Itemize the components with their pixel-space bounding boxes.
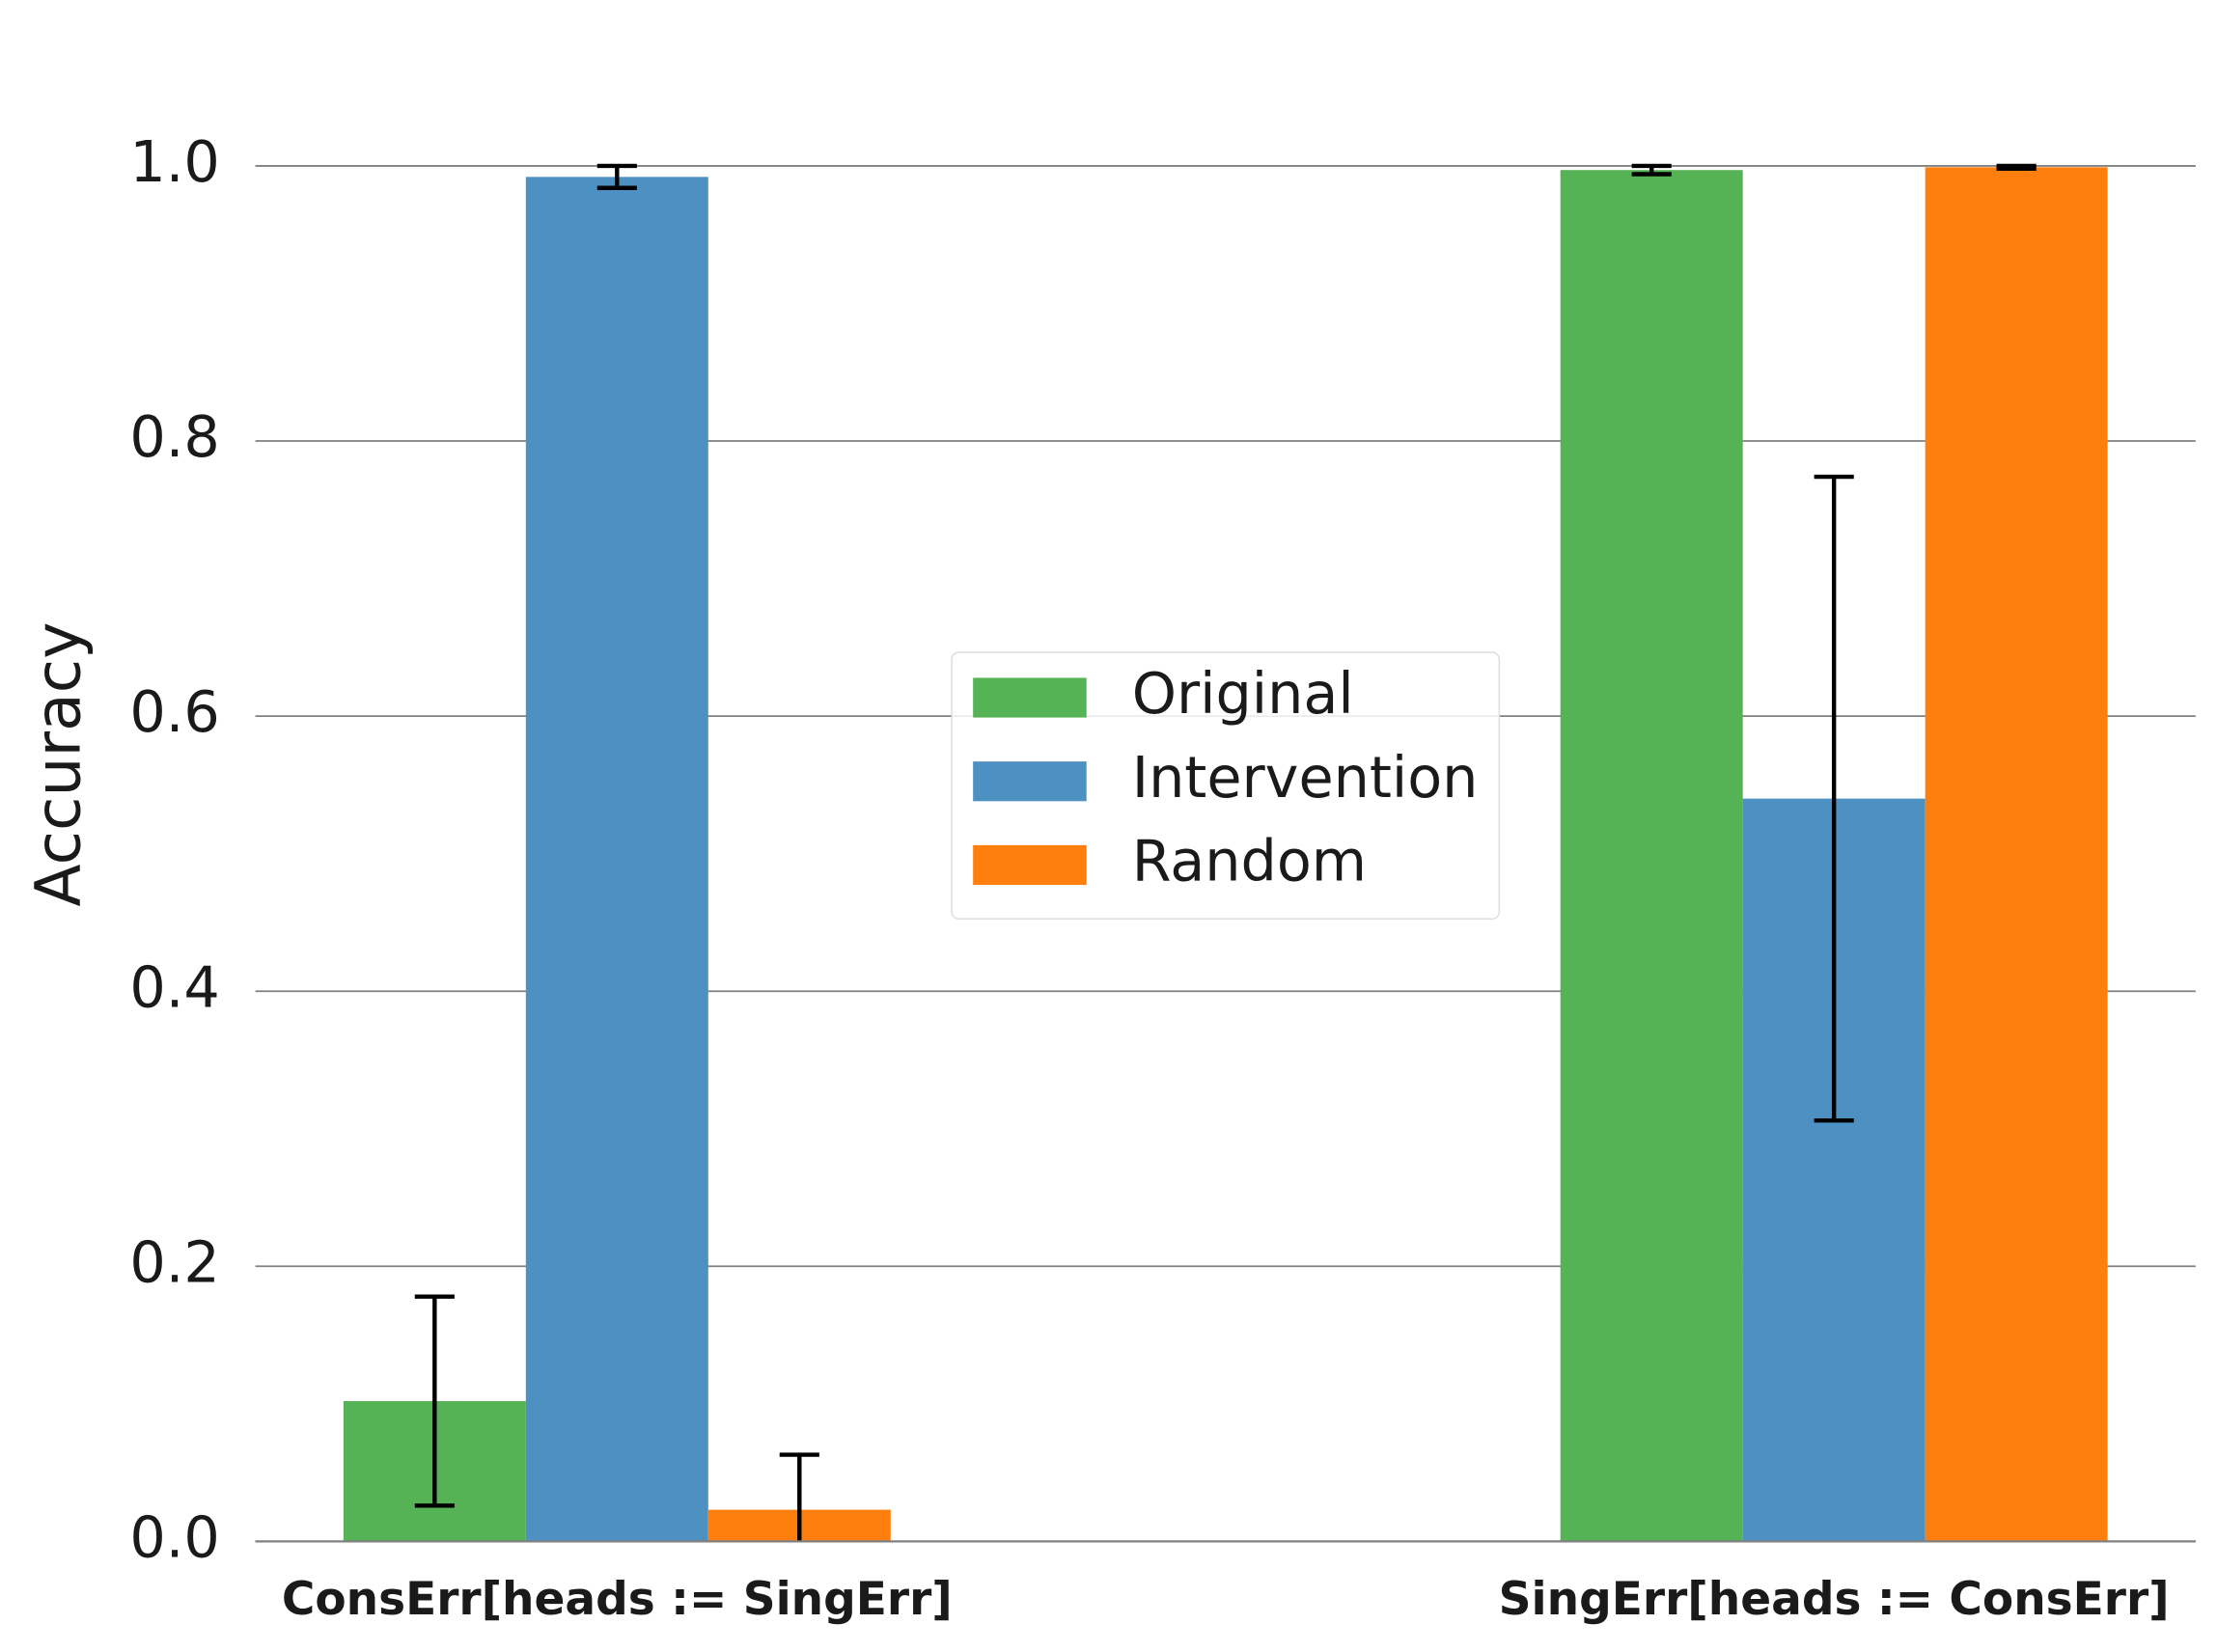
error-bar	[414, 1294, 455, 1508]
x-tick-label: ConsErr[heads := SingErr]	[282, 1573, 953, 1626]
error-bar	[1814, 474, 1854, 1123]
y-tick-label: 0.2	[129, 1228, 219, 1295]
y-tick-label: 0.4	[129, 953, 219, 1020]
bar	[525, 177, 708, 1542]
legend-swatch	[973, 761, 1087, 802]
x-tick-label: SingErr[heads := ConsErr]	[1499, 1573, 2170, 1626]
y-axis-label: Accuracy	[22, 622, 95, 907]
y-tick-label: 0.0	[129, 1503, 219, 1570]
error-bar	[1996, 163, 2037, 171]
legend-swatch	[973, 844, 1087, 885]
error-bar	[596, 163, 637, 190]
error-bar	[779, 1452, 819, 1542]
y-tick-label: 0.8	[129, 403, 219, 470]
bar	[1560, 170, 1743, 1542]
y-tick-label: 0.6	[129, 678, 219, 745]
error-bar	[1631, 163, 1672, 177]
y-tick-label: 1.0	[129, 128, 219, 195]
legend-label: Original	[1132, 660, 1354, 727]
legend-swatch	[973, 677, 1087, 718]
legend-label: Random	[1132, 828, 1367, 895]
bar	[1925, 167, 2108, 1542]
legend-box	[951, 651, 1501, 920]
legend-label: Intervention	[1132, 744, 1479, 811]
